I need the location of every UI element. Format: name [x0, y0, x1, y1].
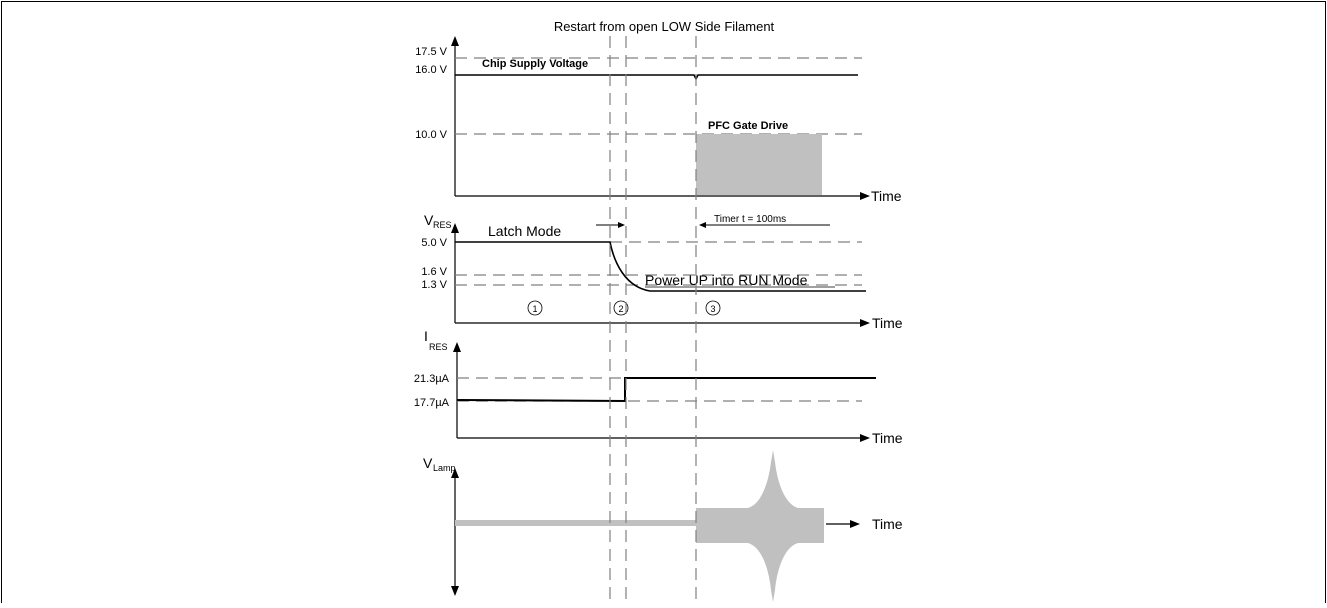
supply-tick-16: 16.0 V	[415, 64, 447, 76]
vlamp-ignition-spike-bottom	[748, 543, 798, 602]
vlamp-time-label: Time	[872, 516, 903, 532]
vres-x-arrow	[860, 319, 870, 327]
vres-tick-5: 5.0 V	[421, 237, 447, 249]
panel-supply: Time 17.5 V 16.0 V 10.0 V Chip Supply Vo…	[415, 36, 902, 204]
supply-time-label: Time	[871, 188, 902, 204]
phase-marker-3-label: 3	[710, 304, 715, 314]
supply-voltage-trace	[455, 74, 858, 81]
supply-trace-label: Chip Supply Voltage	[482, 58, 588, 70]
run-mode-label: Power UP into RUN Mode	[645, 272, 808, 288]
ires-y-arrow	[453, 342, 461, 352]
vlamp-run-band	[696, 508, 824, 543]
vres-axis-sub: RES	[433, 220, 452, 230]
vres-axis-main: V	[424, 212, 434, 228]
vlamp-ignition-spike-top	[748, 450, 798, 508]
ires-time-label: Time	[872, 430, 903, 446]
ires-x-arrow	[860, 434, 870, 442]
vlamp-y-arrow-up	[451, 468, 459, 478]
timer-label: Timer t = 100ms	[714, 214, 786, 225]
timer-arrow-head	[699, 222, 706, 228]
phase-marker-2-label: 2	[618, 304, 623, 314]
vlamp-time-arrow-head	[850, 520, 860, 528]
phase-marker-1-label: 1	[532, 304, 537, 314]
phase-marker-1	[527, 300, 543, 316]
vres-y-arrow	[451, 223, 459, 233]
panel-ires: Time I RES 21.3µA 17.7µA	[414, 328, 903, 446]
vres-tick-1-3: 1.3 V	[421, 279, 447, 291]
latch-mode-label: Latch Mode	[488, 223, 561, 239]
ires-tick-17-7: 17.7µA	[414, 397, 450, 409]
supply-tick-10: 10.0 V	[415, 129, 447, 141]
vlamp-y-arrow-down	[451, 586, 459, 596]
vres-time-label: Time	[872, 315, 903, 331]
phase-marker-3	[705, 300, 721, 316]
vlamp-axis-sub: Lamp	[433, 463, 456, 473]
ires-axis-main: I	[424, 328, 428, 344]
ires-trace	[456, 377, 876, 403]
pfc-gate-drive-block	[696, 134, 822, 195]
phase-marker-2	[613, 300, 629, 316]
event-lines	[609, 36, 697, 603]
vres-trace	[455, 241, 866, 292]
vres-tick-1-6: 1.6 V	[421, 266, 447, 278]
diagram-title: Restart from open LOW Side Filament	[554, 19, 775, 34]
vlamp-preheat-band	[455, 520, 696, 526]
panel-vlamp: V Lamp Time	[423, 450, 903, 602]
vlamp-axis-main: V	[423, 455, 433, 471]
supply-tick-17-5: 17.5 V	[415, 46, 447, 58]
pfc-gate-drive-label: PFC Gate Drive	[708, 120, 788, 132]
supply-x-arrow	[860, 192, 870, 200]
panel-vres: Time V RES 5.0 V 1.6 V 1.3 V Latch Mode …	[421, 212, 902, 331]
ires-tick-21-3: 21.3µA	[414, 373, 450, 385]
ires-axis-sub: RES	[429, 342, 448, 352]
supply-y-arrow	[451, 36, 459, 46]
latch-arrow-head	[618, 222, 625, 228]
